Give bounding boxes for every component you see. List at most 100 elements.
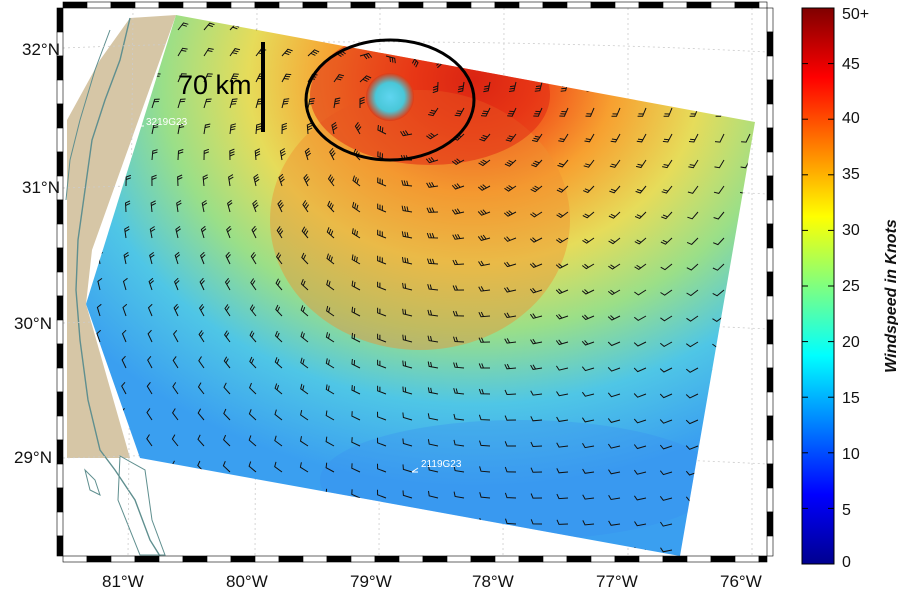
wind-barb: [251, 225, 257, 239]
wind-barb: [607, 367, 621, 372]
wind-barb: [556, 211, 569, 219]
wind-barb: [377, 177, 387, 187]
wind-barb: [530, 185, 543, 193]
wind-barb: [479, 492, 491, 499]
wind-barb: [325, 410, 335, 421]
wind-barb: [611, 107, 621, 117]
wind-barb: [351, 280, 361, 291]
wind-barb: [483, 81, 491, 93]
colorbar-tick-40: 40: [842, 110, 860, 127]
wind-barb: [377, 229, 387, 239]
wind-barb: [451, 208, 465, 215]
wind-barb: [326, 227, 335, 239]
wind-barb: [275, 304, 283, 317]
wind-barb: [609, 185, 621, 194]
wind-barb: [203, 123, 211, 135]
wind-barb: [351, 411, 361, 421]
wind-barb: [400, 130, 413, 137]
wind-barb: [306, 122, 313, 135]
wind-barb: [200, 225, 207, 239]
wind-barb: [452, 233, 465, 240]
wind-barb: [377, 281, 387, 291]
wind-barb: [377, 411, 387, 421]
wind-barb: [359, 52, 373, 60]
wind-barb: [426, 132, 439, 140]
wind-barb: [301, 252, 309, 265]
wind-barb: [203, 22, 215, 31]
wind-barb: [686, 315, 699, 322]
wind-barb: [229, 148, 235, 161]
wind-barb: [329, 147, 336, 161]
wind-barb: [659, 393, 673, 399]
wind-barb: [607, 341, 621, 347]
wind-barb: [555, 365, 569, 371]
wind-barb: [198, 356, 205, 369]
wind-barb: [457, 81, 465, 93]
wind-barb: [504, 338, 517, 344]
storm-eye: [366, 73, 414, 121]
wind-barb: [325, 358, 335, 369]
wind-barb: [634, 237, 647, 245]
wind-barb: [659, 444, 673, 450]
wind-barb: [507, 107, 517, 117]
buoy-marker-south: [411, 467, 419, 473]
wind-barb: [582, 443, 595, 449]
wind-barb: [453, 491, 465, 499]
wind-barb: [299, 462, 309, 473]
wind-barb: [555, 339, 569, 346]
colorbar-tick-10: 10: [842, 446, 860, 463]
wind-barb: [452, 285, 465, 291]
wind-swath: [86, 15, 755, 556]
wind-barb: [480, 107, 491, 117]
wind-barb: [453, 465, 465, 473]
wind-barb: [685, 367, 699, 373]
wind-barb: [660, 315, 673, 322]
wind-barb: [607, 289, 621, 296]
wind-barb: [660, 547, 673, 553]
scale-bar-label: 70 km: [178, 70, 252, 100]
wind-barb: [686, 237, 699, 245]
land-mass: [67, 15, 176, 458]
wind-barb: [426, 232, 439, 239]
wind-barb: [401, 180, 413, 187]
wind-barb: [659, 521, 673, 527]
lat-label-30: 30°N: [14, 314, 52, 333]
wind-barb: [351, 306, 361, 317]
wind-barb: [608, 469, 621, 475]
wind-barb: [148, 277, 155, 291]
wind-barb: [427, 335, 439, 343]
wind-barb: [299, 436, 309, 447]
wind-barb: [530, 467, 543, 473]
wind-barb: [478, 337, 491, 343]
wind-barb: [223, 330, 231, 343]
wind-barb: [633, 315, 647, 322]
wind-barb: [427, 439, 439, 447]
land-peninsula: [117, 455, 166, 556]
wind-barb: [327, 174, 335, 187]
wind-barb: [609, 159, 621, 168]
wind-barb: [121, 329, 127, 343]
wind-barb: [453, 362, 465, 369]
wind-barb: [479, 133, 491, 142]
wind-barb: [687, 185, 699, 194]
wind-barb: [124, 200, 131, 213]
wind-barb: [555, 288, 569, 295]
wind-barb: [377, 359, 387, 369]
wind-barb: [559, 107, 569, 117]
wind-barb: [277, 199, 284, 213]
wind-barb: [529, 287, 543, 294]
wind-barb: [531, 159, 543, 168]
wind-barb: [377, 489, 387, 499]
wind-barb: [530, 441, 543, 448]
wind-barb: [147, 329, 153, 343]
wind-barb: [478, 363, 490, 369]
wind-barb: [427, 258, 439, 265]
wind-barb: [325, 462, 335, 473]
wind-barb: [504, 363, 517, 370]
wind-barb: [581, 314, 595, 321]
wind-barb: [607, 443, 621, 449]
wind-barb: [504, 415, 517, 421]
wind-barb: [197, 408, 205, 421]
wind-barb: [326, 305, 335, 317]
wind-barb: [478, 311, 491, 318]
